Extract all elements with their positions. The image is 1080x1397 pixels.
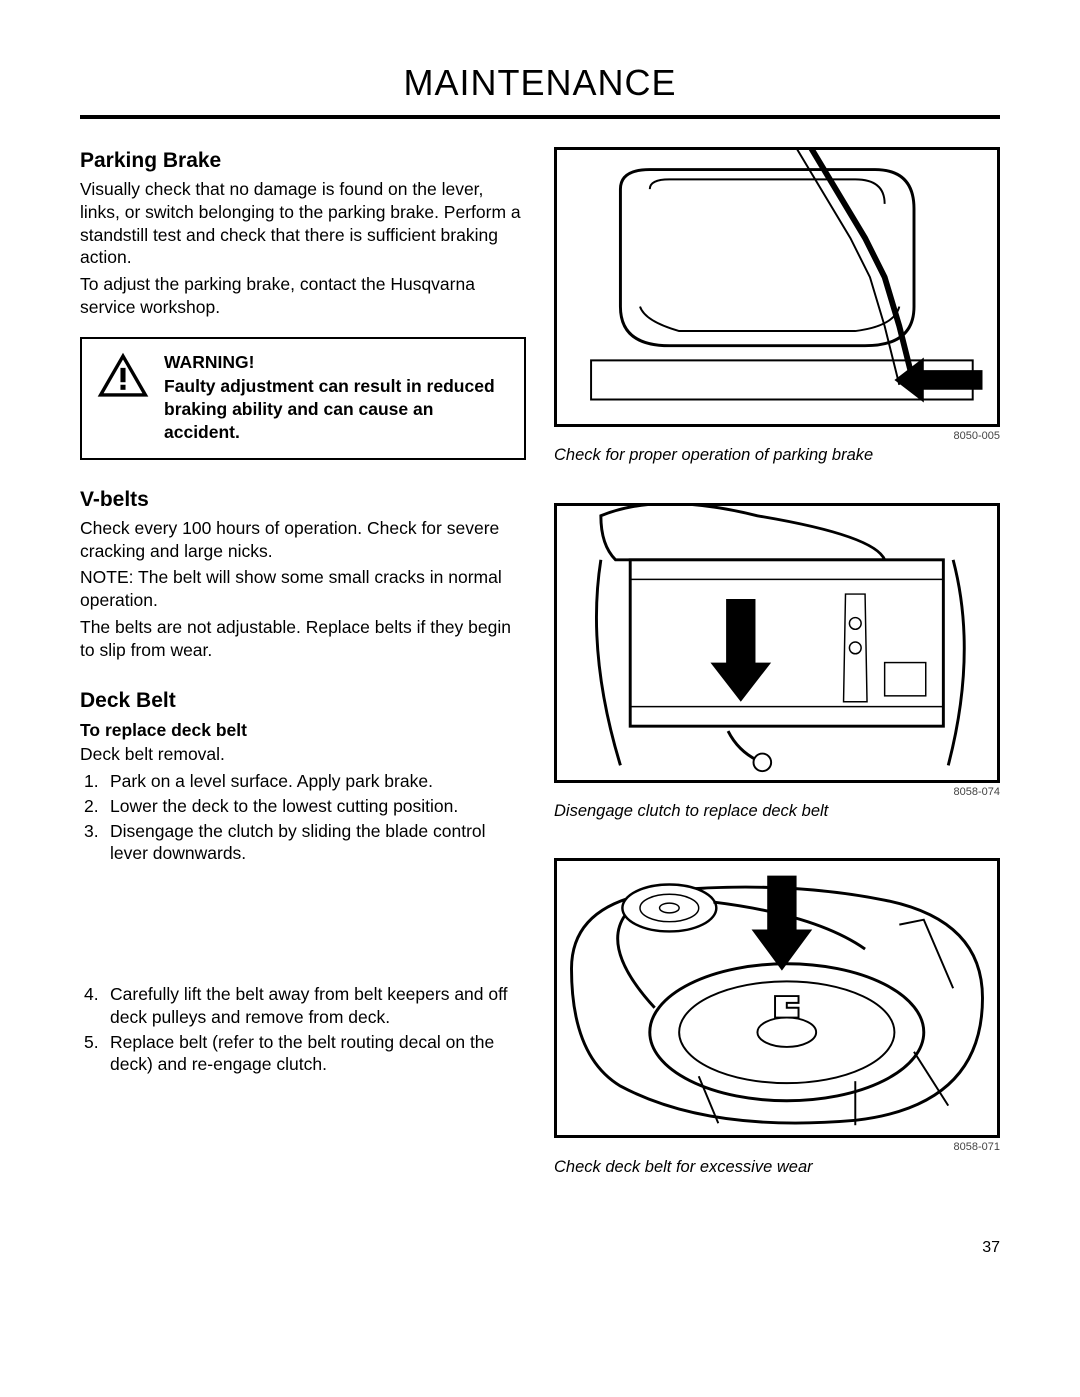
- left-column: Parking Brake Visually check that no dam…: [80, 147, 526, 1214]
- section-deck-belt: Deck Belt To replace deck belt Deck belt…: [80, 687, 526, 865]
- content-columns: Parking Brake Visually check that no dam…: [80, 147, 1000, 1214]
- deck-belt-sub: To replace deck belt: [80, 719, 526, 742]
- figure-frame: [554, 858, 1000, 1138]
- vbelts-p1: Check every 100 hours of operation. Chec…: [80, 517, 526, 563]
- heading-deck-belt: Deck Belt: [80, 687, 526, 714]
- figure-ref: 8050-005: [554, 429, 1000, 443]
- step-item: Disengage the clutch by sliding the blad…: [80, 820, 526, 866]
- heading-vbelts: V-belts: [80, 486, 526, 513]
- warning-title: WARNING!: [164, 351, 510, 374]
- illustration-seat-lever: [557, 150, 997, 424]
- warning-box: WARNING! Faulty adjustment can result in…: [80, 337, 526, 460]
- warning-icon: [96, 351, 150, 399]
- step-item: Replace belt (refer to the belt routing …: [80, 1031, 526, 1077]
- illustration-clutch: [557, 506, 997, 780]
- vbelts-p2: NOTE: The belt will show some small crac…: [80, 566, 526, 612]
- deck-belt-intro: Deck belt removal.: [80, 743, 526, 766]
- deck-belt-steps-2: Carefully lift the belt away from belt k…: [80, 983, 526, 1076]
- step-item: Lower the deck to the lowest cutting pos…: [80, 795, 526, 818]
- figure-frame: [554, 503, 1000, 783]
- section-parking-brake: Parking Brake Visually check that no dam…: [80, 147, 526, 460]
- heading-parking-brake: Parking Brake: [80, 147, 526, 174]
- deck-belt-steps-1: Park on a level surface. Apply park brak…: [80, 770, 526, 865]
- step-item: Park on a level surface. Apply park brak…: [80, 770, 526, 793]
- figure-caption: Check deck belt for excessive wear: [554, 1157, 1000, 1178]
- right-column: 8050-005 Check for proper operation of p…: [554, 147, 1000, 1214]
- vertical-spacer: [80, 891, 526, 983]
- parking-brake-p1: Visually check that no damage is found o…: [80, 178, 526, 269]
- figure-clutch: 8058-074 Disengage clutch to replace dec…: [554, 503, 1000, 823]
- figure-parking-brake: 8050-005 Check for proper operation of p…: [554, 147, 1000, 467]
- figure-ref: 8058-074: [554, 785, 1000, 799]
- vbelts-p3: The belts are not adjustable. Replace be…: [80, 616, 526, 662]
- figure-deck-belt: 8058-071 Check deck belt for excessive w…: [554, 858, 1000, 1178]
- section-vbelts: V-belts Check every 100 hours of operati…: [80, 486, 526, 662]
- illustration-deck-belt: [557, 861, 997, 1135]
- figure-frame: [554, 147, 1000, 427]
- figure-ref: 8058-071: [554, 1140, 1000, 1154]
- step-item: Carefully lift the belt away from belt k…: [80, 983, 526, 1029]
- figure-caption: Disengage clutch to replace deck belt: [554, 801, 1000, 822]
- warning-text: WARNING! Faulty adjustment can result in…: [164, 351, 510, 444]
- warning-body: Faulty adjustment can result in reduced …: [164, 375, 510, 443]
- figure-caption: Check for proper operation of parking br…: [554, 445, 1000, 466]
- page-number: 37: [80, 1238, 1000, 1259]
- page-title: MAINTENANCE: [80, 60, 1000, 119]
- parking-brake-p2: To adjust the parking brake, contact the…: [80, 273, 526, 319]
